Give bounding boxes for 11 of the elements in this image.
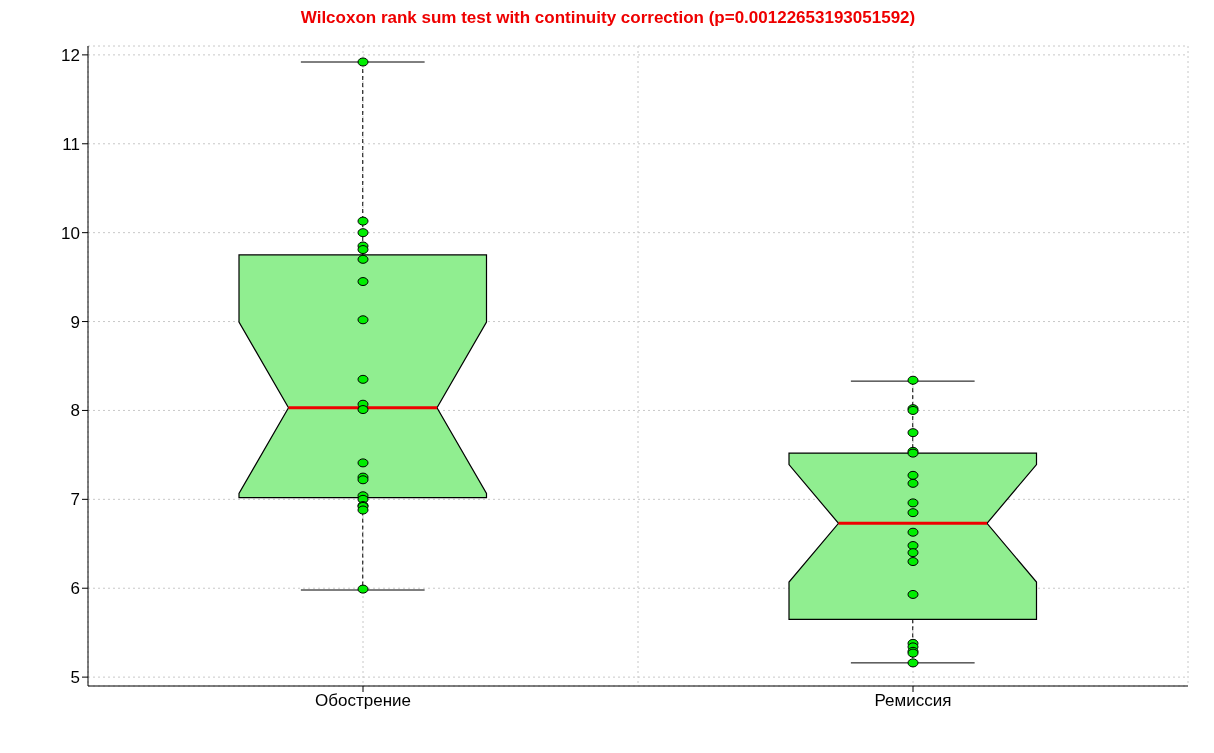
y-tick-label: 6 — [70, 579, 80, 599]
x-tick-label: Ремиссия — [874, 691, 952, 711]
y-tick-label: 11 — [62, 134, 80, 154]
chart-title: Wilcoxon rank sum test with continuity correction (p=0.00122653193051592) — [299, 8, 917, 29]
x-tick-label: Обострение — [315, 691, 411, 711]
y-tick-label: 5 — [70, 668, 80, 688]
y-tick-label: 10 — [61, 223, 80, 243]
y-tick-label: 7 — [70, 490, 80, 510]
y-tick-label: 8 — [70, 401, 80, 421]
y-tick-label: 9 — [70, 312, 80, 332]
y-tick-label: 12 — [61, 45, 80, 65]
